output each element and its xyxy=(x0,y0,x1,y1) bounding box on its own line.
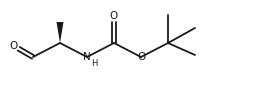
Text: O: O xyxy=(137,52,145,62)
Text: H: H xyxy=(91,59,97,67)
Text: O: O xyxy=(110,11,118,21)
Text: O: O xyxy=(10,41,18,51)
Text: N: N xyxy=(83,52,91,62)
Polygon shape xyxy=(56,22,64,43)
